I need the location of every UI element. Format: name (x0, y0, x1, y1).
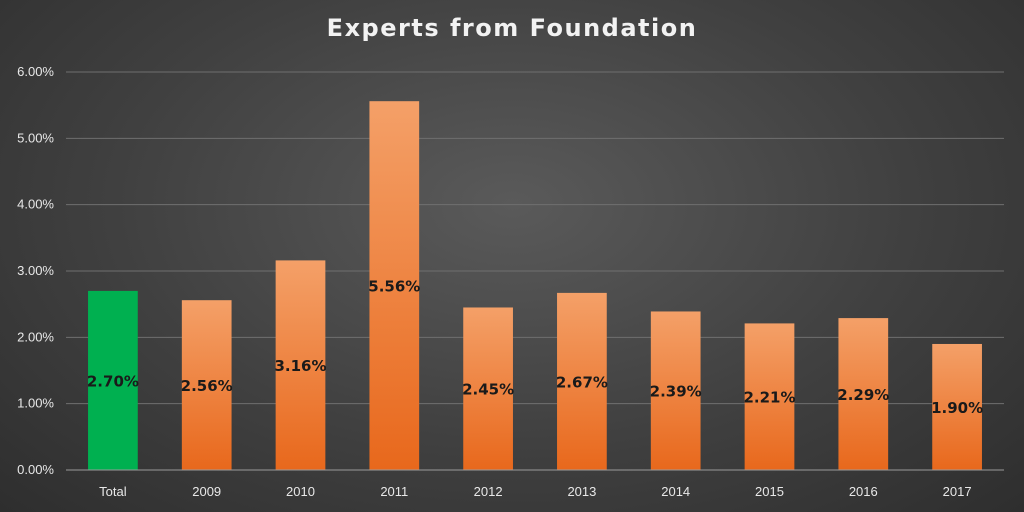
data-label: 2.56% (181, 377, 233, 395)
data-labels: 2.70% 2.56% 3.16% 5.56% 2.45% 2.67% 2.39% 2.21%… (87, 278, 983, 417)
data-label: 3.16% (274, 357, 326, 375)
x-tick-label: 2017 (943, 484, 972, 499)
x-tick-label: 2010 (286, 484, 315, 499)
data-label: 2.45% (462, 381, 514, 399)
bar-2017 (932, 343, 982, 470)
bar-2016 (838, 318, 889, 470)
y-tick-label: 1.00% (17, 396, 54, 411)
chart-title: Experts from Foundation (326, 14, 698, 42)
bar-2009 (181, 300, 232, 470)
data-label: 1.90% (931, 399, 983, 417)
x-tick-label: 2009 (192, 484, 221, 499)
x-tick-label: 2015 (755, 484, 784, 499)
data-label: 2.39% (650, 383, 702, 401)
y-tick-label: 3.00% (17, 263, 54, 278)
x-tick-label: Total (99, 484, 127, 499)
bar-total (88, 290, 138, 470)
bar-2013 (557, 292, 607, 470)
bar-2014 (650, 311, 701, 470)
bar-2015 (744, 323, 795, 470)
y-tick-label: 6.00% (17, 64, 54, 79)
data-label: 2.70% (87, 372, 139, 390)
y-tick-label: 4.00% (17, 197, 54, 212)
y-tick-label: 5.00% (17, 130, 54, 145)
data-label: 2.67% (556, 373, 608, 391)
x-tick-label: 2016 (849, 484, 878, 499)
bar-2012 (463, 307, 513, 470)
bar-2011 (369, 101, 420, 470)
x-tick-label: 2013 (567, 484, 596, 499)
y-tick-label: 0.00% (17, 462, 54, 477)
x-tick-label: 2011 (380, 484, 408, 499)
bars (88, 101, 982, 470)
data-label: 2.29% (837, 386, 889, 404)
x-tick-label: 2012 (474, 484, 503, 499)
axes: 0.00% 1.00% 2.00% 3.00% 4.00% 5.00% 6.00% Total… (17, 64, 1004, 499)
data-label: 2.21% (743, 389, 795, 407)
bar-2010 (275, 260, 326, 470)
x-tick-label: 2014 (661, 484, 690, 499)
y-tick-label: 2.00% (17, 329, 54, 344)
data-label: 5.56% (368, 278, 420, 296)
